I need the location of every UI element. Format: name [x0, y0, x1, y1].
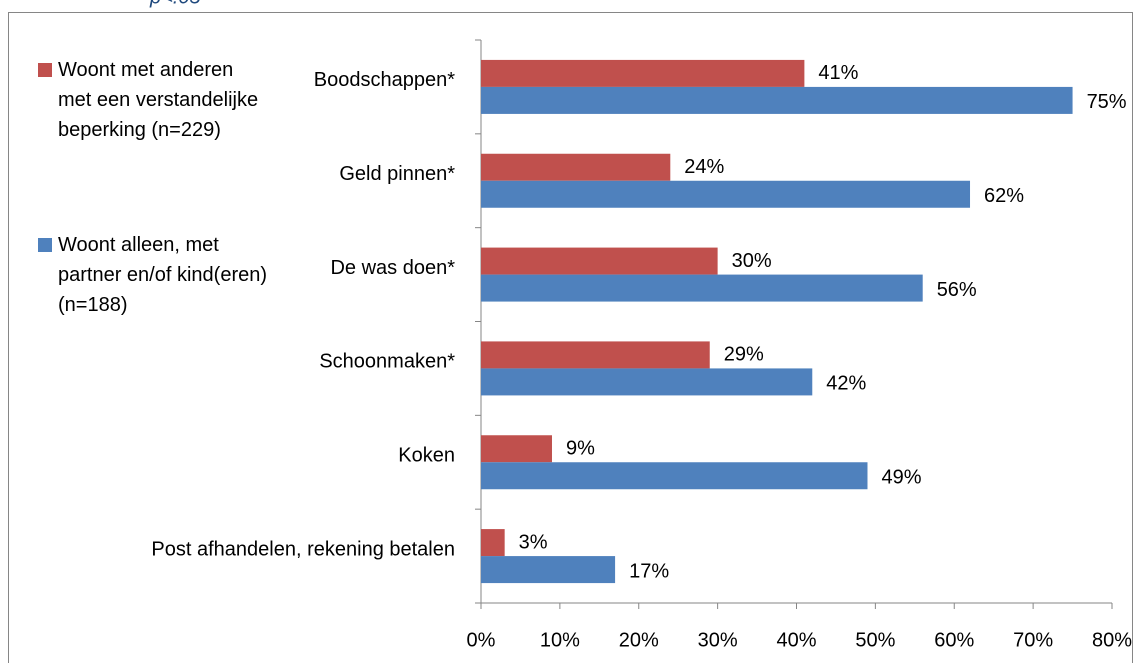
legend-swatch: [38, 238, 52, 252]
bar: [481, 462, 868, 490]
legend-item: Woont met anderen met een verstandelijke…: [38, 55, 268, 145]
x-tick-label: 20%: [619, 629, 659, 651]
x-tick-label: 50%: [855, 629, 895, 651]
x-tick-label: 30%: [698, 629, 738, 651]
x-tick-label: 80%: [1092, 629, 1132, 651]
bar: [481, 86, 1073, 114]
x-tick-label: 10%: [540, 629, 580, 651]
data-label: 30%: [732, 250, 772, 272]
x-tick-label: 0%: [467, 629, 496, 651]
y-tick-label: Schoonmaken*: [319, 351, 455, 373]
data-label: 62%: [984, 185, 1024, 207]
data-label: 9%: [566, 438, 595, 460]
bar: [481, 435, 552, 463]
data-label: 29%: [724, 344, 764, 366]
chart-border: [8, 12, 1133, 663]
data-label: 3%: [519, 531, 548, 553]
data-label: 17%: [629, 560, 669, 582]
bar: [481, 274, 923, 302]
x-tick-label: 70%: [1013, 629, 1053, 651]
bar: [481, 368, 813, 396]
data-label: 24%: [684, 156, 724, 178]
bar: [481, 529, 505, 557]
legend-item: Woont alleen, met partner en/of kind(ere…: [38, 230, 268, 320]
y-tick-label: Post afhandelen, rekening betalen: [151, 538, 455, 560]
y-tick-label: De was doen*: [330, 257, 455, 279]
y-tick-label: Geld pinnen*: [339, 163, 455, 185]
data-label: 42%: [826, 373, 866, 395]
bar: [481, 341, 710, 369]
bar: [481, 247, 718, 275]
y-tick-label: Boodschappen*: [314, 69, 455, 91]
data-label: 56%: [937, 279, 977, 301]
bar: [481, 556, 616, 584]
data-label: 41%: [818, 62, 858, 84]
x-tick-label: 60%: [934, 629, 974, 651]
legend-label: Woont met anderen met een verstandelijke…: [58, 59, 259, 141]
x-tick-label: 40%: [776, 629, 816, 651]
bar: [481, 180, 971, 208]
bar: [481, 153, 671, 181]
data-label: 49%: [881, 467, 921, 489]
annotation: p<.05: [149, 0, 201, 8]
y-tick-label: Koken: [398, 445, 455, 467]
legend-swatch: [38, 63, 52, 77]
legend-label: Woont alleen, met partner en/of kind(ere…: [58, 234, 268, 316]
data-label: 75%: [1087, 91, 1127, 113]
bar: [481, 59, 805, 87]
